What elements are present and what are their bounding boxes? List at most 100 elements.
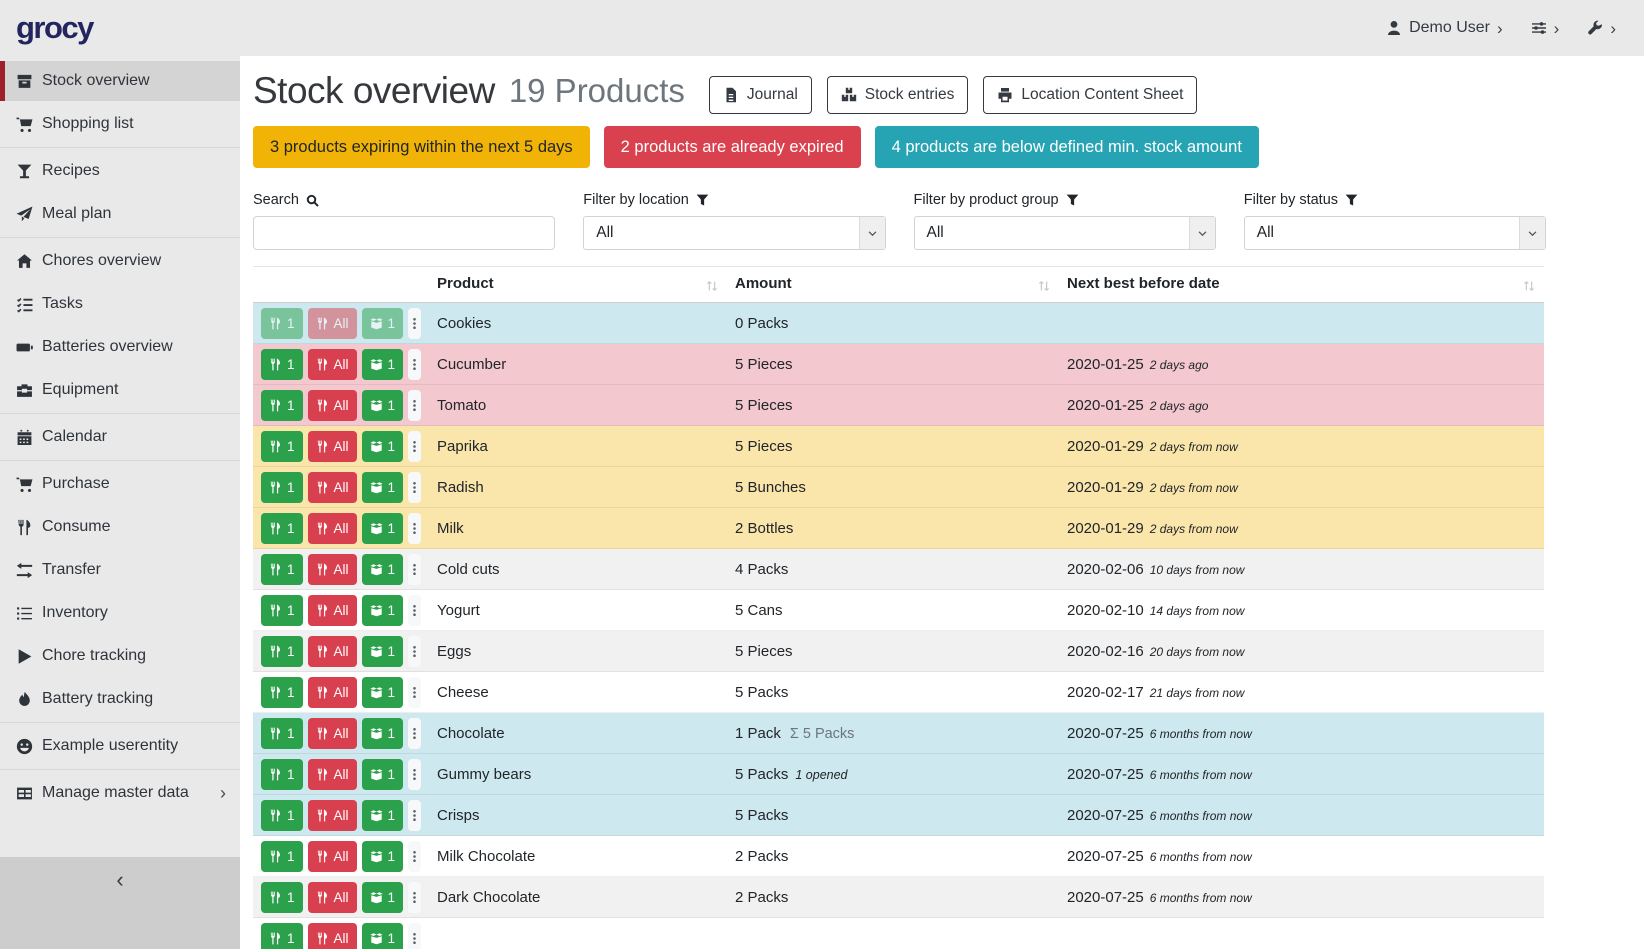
utensils-icon: [316, 522, 329, 535]
filter-by-status-select[interactable]: All: [1244, 216, 1546, 250]
open-one-button[interactable]: 1: [362, 349, 404, 380]
row-menu-button[interactable]: [408, 554, 421, 585]
consume-one-button[interactable]: 1: [261, 841, 303, 872]
column-header-product[interactable]: Product: [429, 267, 727, 303]
consume-all-button[interactable]: All: [308, 554, 357, 585]
open-one-button[interactable]: 1: [362, 595, 404, 626]
open-one-button[interactable]: 1: [362, 308, 404, 339]
consume-all-button[interactable]: All: [308, 718, 357, 749]
row-menu-button[interactable]: [408, 718, 421, 749]
consume-one-button[interactable]: 1: [261, 513, 303, 544]
row-menu-button[interactable]: [408, 759, 421, 790]
consume-one-button[interactable]: 1: [261, 923, 303, 949]
open-one-button[interactable]: 1: [362, 759, 404, 790]
sidebar-item-manage-master-data[interactable]: Manage master data›: [0, 773, 240, 813]
consume-one-button[interactable]: 1: [261, 431, 303, 462]
consume-one-button[interactable]: 1: [261, 472, 303, 503]
amount-opened: 1 opened: [795, 768, 847, 782]
row-menu-button[interactable]: [408, 595, 421, 626]
search-input[interactable]: [253, 216, 555, 250]
row-menu-button[interactable]: [408, 923, 421, 949]
row-menu-button[interactable]: [408, 308, 421, 339]
consume-one-button[interactable]: 1: [261, 554, 303, 585]
row-menu-button[interactable]: [408, 636, 421, 667]
sidebar-item-tasks[interactable]: Tasks: [0, 284, 240, 324]
journal-button[interactable]: Journal: [709, 76, 812, 114]
location-content-sheet-button[interactable]: Location Content Sheet: [983, 76, 1197, 114]
sidebar-item-example-userentity[interactable]: Example userentity: [0, 726, 240, 766]
admin-menu[interactable]: ›: [1587, 20, 1616, 37]
open-one-button[interactable]: 1: [362, 800, 404, 831]
consume-all-button[interactable]: All: [308, 390, 357, 421]
consume-all-button[interactable]: All: [308, 841, 357, 872]
consume-one-button[interactable]: 1: [261, 882, 303, 913]
consume-all-button[interactable]: All: [308, 882, 357, 913]
open-one-button[interactable]: 1: [362, 390, 404, 421]
alert-danger[interactable]: 2 products are already expired: [604, 126, 861, 168]
sidebar-item-calendar[interactable]: Calendar: [0, 417, 240, 457]
consume-one-button[interactable]: 1: [261, 718, 303, 749]
row-menu-button[interactable]: [408, 472, 421, 503]
consume-one-button[interactable]: 1: [261, 595, 303, 626]
sidebar-item-meal-plan[interactable]: Meal plan: [0, 194, 240, 234]
open-one-button[interactable]: 1: [362, 431, 404, 462]
alert-info[interactable]: 4 products are below defined min. stock …: [875, 126, 1259, 168]
filter-by-location-select[interactable]: All: [583, 216, 885, 250]
open-one-button[interactable]: 1: [362, 636, 404, 667]
sidebar-item-consume[interactable]: Consume: [0, 507, 240, 547]
stock-entries-button[interactable]: Stock entries: [827, 76, 969, 114]
consume-all-button[interactable]: All: [308, 431, 357, 462]
sidebar-item-shopping-list[interactable]: Shopping list: [0, 104, 240, 144]
row-menu-button[interactable]: [408, 841, 421, 872]
open-one-button[interactable]: 1: [362, 472, 404, 503]
open-one-button[interactable]: 1: [362, 554, 404, 585]
filter-by-product-group-select[interactable]: All: [914, 216, 1216, 250]
row-menu-button[interactable]: [408, 677, 421, 708]
consume-all-button[interactable]: All: [308, 759, 357, 790]
sidebar-item-battery-tracking[interactable]: Battery tracking: [0, 679, 240, 719]
consume-one-button[interactable]: 1: [261, 308, 303, 339]
row-menu-button[interactable]: [408, 800, 421, 831]
open-one-button[interactable]: 1: [362, 513, 404, 544]
consume-one-button[interactable]: 1: [261, 759, 303, 790]
alert-warning[interactable]: 3 products expiring within the next 5 da…: [253, 126, 590, 168]
open-one-button[interactable]: 1: [362, 677, 404, 708]
consume-all-button[interactable]: All: [308, 636, 357, 667]
sidebar-item-equipment[interactable]: Equipment: [0, 370, 240, 410]
consume-all-button[interactable]: All: [308, 595, 357, 626]
sidebar-item-batteries-overview[interactable]: Batteries overview: [0, 327, 240, 367]
sidebar-item-stock-overview[interactable]: Stock overview: [0, 61, 240, 101]
sidebar-collapse-button[interactable]: ‹: [0, 857, 240, 949]
consume-one-button[interactable]: 1: [261, 800, 303, 831]
consume-one-button[interactable]: 1: [261, 677, 303, 708]
row-menu-button[interactable]: [408, 431, 421, 462]
sidebar-item-inventory[interactable]: Inventory: [0, 593, 240, 633]
sidebar-item-purchase[interactable]: Purchase: [0, 464, 240, 504]
consume-all-button[interactable]: All: [308, 349, 357, 380]
sidebar-item-recipes[interactable]: Recipes: [0, 151, 240, 191]
consume-all-button[interactable]: All: [308, 472, 357, 503]
consume-one-button[interactable]: 1: [261, 349, 303, 380]
consume-one-button[interactable]: 1: [261, 636, 303, 667]
column-header-next-best-before-date[interactable]: Next best before date: [1059, 267, 1544, 303]
sidebar-item-transfer[interactable]: Transfer: [0, 550, 240, 590]
user-menu[interactable]: Demo User ›: [1386, 19, 1503, 37]
consume-all-button[interactable]: All: [308, 923, 357, 949]
settings-menu[interactable]: ›: [1531, 20, 1560, 37]
row-menu-button[interactable]: [408, 349, 421, 380]
consume-all-button[interactable]: All: [308, 800, 357, 831]
consume-one-button[interactable]: 1: [261, 390, 303, 421]
sidebar-item-chores-overview[interactable]: Chores overview: [0, 241, 240, 281]
row-menu-button[interactable]: [408, 882, 421, 913]
consume-all-button[interactable]: All: [308, 513, 357, 544]
consume-all-button[interactable]: All: [308, 677, 357, 708]
row-menu-button[interactable]: [408, 390, 421, 421]
open-one-button[interactable]: 1: [362, 923, 404, 949]
open-one-button[interactable]: 1: [362, 882, 404, 913]
sidebar-item-chore-tracking[interactable]: Chore tracking: [0, 636, 240, 676]
row-menu-button[interactable]: [408, 513, 421, 544]
column-header-amount[interactable]: Amount: [727, 267, 1059, 303]
open-one-button[interactable]: 1: [362, 841, 404, 872]
open-one-button[interactable]: 1: [362, 718, 404, 749]
consume-all-button[interactable]: All: [308, 308, 357, 339]
